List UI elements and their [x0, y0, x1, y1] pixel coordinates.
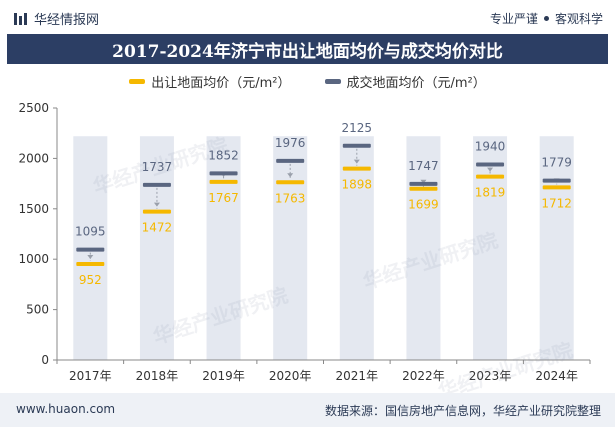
- tagline-left: 专业严谨: [489, 12, 538, 26]
- data-label-transfer-5: 1699: [408, 198, 439, 212]
- marker-transfer-5: [409, 186, 438, 191]
- data-label-deal-0: 1095: [75, 225, 106, 239]
- x-category-label-4: 2021年: [336, 369, 379, 383]
- marker-transfer-6: [476, 174, 505, 179]
- x-category-label-5: 2022年: [402, 369, 445, 383]
- marker-deal-6: [476, 162, 505, 167]
- connector-arrow-icon-5: [420, 179, 427, 184]
- data-label-transfer-4: 1898: [342, 178, 373, 192]
- legend-swatch-deal-icon: [324, 78, 341, 84]
- header-bar: 华经情报网 专业严谨 客观科学: [0, 0, 615, 34]
- y-tick-label-5: 2500: [18, 101, 49, 115]
- tagline-right: 客观科学: [554, 12, 603, 26]
- background-bar-4: [339, 136, 374, 360]
- x-category-label-7: 2024年: [535, 369, 578, 383]
- marker-deal-1: [142, 182, 171, 187]
- marker-deal-5: [409, 181, 438, 186]
- connector-arrow-icon-0: [87, 255, 94, 260]
- data-label-transfer-0: 952: [79, 273, 102, 287]
- marker-deal-3: [276, 158, 305, 163]
- connector-arrow-icon-1: [153, 202, 160, 207]
- data-label-deal-4: 2125: [342, 121, 373, 135]
- y-tick-label-0: 0: [41, 353, 49, 367]
- data-label-transfer-7: 1712: [541, 196, 572, 210]
- background-bar-1: [139, 136, 174, 360]
- marker-deal-4: [342, 143, 371, 148]
- background-bar-6: [473, 136, 508, 360]
- footer: www.huaon.com 数据来源：国信房地产信息网，华经产业研究院整理: [0, 393, 615, 427]
- chart-plot: 0 500 1000 1500 2000 2500 2017年 2018年 2019年 2020年…: [18, 101, 591, 383]
- data-label-transfer-3: 1763: [275, 191, 306, 205]
- tagline-dot-icon: [543, 16, 549, 21]
- data-label-deal-3: 1976: [275, 136, 306, 150]
- x-category-label-1: 2018年: [136, 369, 179, 383]
- x-category-label-3: 2020年: [269, 369, 312, 383]
- data-label-deal-7: 1779: [541, 156, 572, 170]
- marker-deal-0: [76, 247, 105, 252]
- data-label-deal-2: 1852: [208, 148, 239, 162]
- x-category-label-6: 2023年: [469, 369, 512, 383]
- tagline: 专业严谨 客观科学: [490, 10, 603, 27]
- data-label-deal-6: 1940: [475, 139, 506, 153]
- brand-logo-icon: [14, 12, 27, 25]
- background-bar-7: [539, 136, 574, 360]
- background-bar-2: [206, 136, 241, 360]
- marker-deal-2: [209, 171, 238, 176]
- connector-arrow-icon-4: [353, 159, 360, 164]
- connector-arrow-icon-3: [287, 173, 294, 178]
- y-tick-label-3: 1500: [18, 202, 49, 216]
- data-label-transfer-1: 1472: [142, 221, 173, 235]
- connector-arrow-icon-6: [487, 167, 494, 172]
- marker-transfer-4: [342, 166, 371, 171]
- x-category-label-2: 2019年: [202, 369, 245, 383]
- marker-transfer-3: [276, 180, 305, 185]
- y-tick-label-1: 500: [26, 303, 49, 317]
- x-category-label-0: 2017年: [69, 369, 112, 383]
- data-label-deal-1: 1737: [142, 160, 173, 174]
- marker-transfer-7: [542, 185, 571, 190]
- y-tick-label-4: 2000: [18, 151, 49, 165]
- data-label-transfer-6: 1819: [475, 186, 506, 200]
- brand-name: 华经情报网: [34, 13, 100, 28]
- marker-transfer-1: [142, 209, 171, 214]
- legend-item-transfer: 出让地面均价（元/m²）: [129, 72, 291, 91]
- chart-legend: 出让地面均价（元/m²） 成交地面均价（元/m²）: [0, 72, 615, 91]
- footer-url[interactable]: www.huaon.com: [16, 402, 116, 416]
- brand[interactable]: 华经情报网: [14, 9, 99, 28]
- legend-label-deal: 成交地面均价（元/m²）: [346, 75, 486, 91]
- legend-swatch-transfer-icon: [129, 78, 146, 84]
- legend-label-transfer: 出让地面均价（元/m²）: [151, 75, 291, 91]
- data-label-deal-5: 1747: [408, 159, 439, 173]
- legend-item-deal: 成交地面均价（元/m²）: [324, 72, 486, 91]
- footer-source: 数据来源：国信房地产信息网，华经产业研究院整理: [324, 404, 601, 418]
- background-bar-5: [406, 136, 441, 360]
- marker-transfer-0: [76, 262, 105, 267]
- y-tick-label-2: 1000: [18, 252, 49, 266]
- chart-title: 2017-2024年济宁市出让地面均价与成交均价对比: [7, 34, 608, 64]
- marker-transfer-2: [209, 179, 238, 184]
- marker-deal-7: [542, 178, 571, 183]
- data-label-transfer-2: 1767: [208, 191, 239, 205]
